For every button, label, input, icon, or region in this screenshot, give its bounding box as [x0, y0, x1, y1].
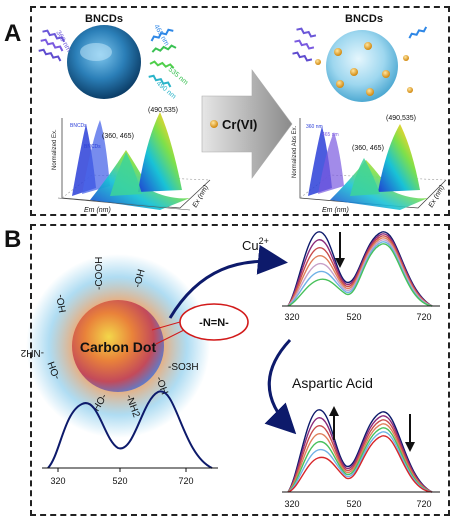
right-axis-y: Normalized Abs Ex.	[292, 125, 298, 178]
left-wavelength-3: 535 nm	[167, 66, 190, 86]
right-legend-2: 465 nm	[322, 132, 339, 138]
top-tick-1: 320	[284, 312, 299, 322]
panel-b-frame	[30, 224, 450, 516]
right-excitation-waves	[292, 26, 428, 62]
linker-pointer-1	[151, 321, 181, 331]
group-cooh: -COOH	[94, 257, 105, 290]
left-3d-plot	[57, 112, 211, 211]
right-bncd-title: BNCDs	[345, 13, 383, 25]
aspartic-label: Aspartic Acid	[292, 375, 373, 391]
right-bncd-sphere	[315, 30, 413, 102]
left-bncd-sphere	[67, 25, 141, 99]
panel-a-frame	[30, 6, 450, 216]
panel-a-letter: A	[4, 20, 22, 47]
main-spectrum	[42, 390, 218, 472]
left-legend-1: BNCDs	[70, 123, 87, 129]
right-peak-label-2: (360, 465)	[352, 145, 384, 152]
arrow-label: Cr(VI)	[222, 117, 257, 132]
left-axis-z: Ex (nm)	[192, 184, 210, 209]
left-excitation-waves	[38, 28, 177, 88]
right-peak-label-1: (490,535)	[386, 115, 416, 122]
aspartic-spectrum	[282, 409, 440, 493]
main-tick-3: 720	[178, 476, 193, 486]
group-nh2-left: -NH2	[20, 347, 44, 358]
left-peak-label-1: (490,535)	[148, 107, 178, 114]
linker-label: -N=N-	[199, 317, 229, 329]
cu-label: Cu2+	[242, 236, 269, 253]
top-tick-3: 720	[416, 312, 431, 322]
linker-pointer-2	[155, 329, 185, 345]
bottom-tick-2: 520	[346, 499, 361, 509]
top-tick-2: 520	[346, 312, 361, 322]
group-oh-top: -OH	[132, 268, 147, 289]
reaction-arrow	[201, 69, 293, 179]
left-wavelength-2: 465 nm	[152, 24, 170, 48]
main-tick-2: 520	[112, 476, 127, 486]
aspartic-up-arrow-icon	[329, 406, 339, 440]
left-bncd-title: BNCDs	[85, 13, 123, 25]
cu-spectrum	[282, 231, 440, 307]
left-axis-y: Normalized Ex.	[52, 129, 58, 170]
cr-ion-icon	[210, 120, 218, 128]
left-axis-x: Em (nm)	[84, 207, 111, 214]
right-legend-1: 360 nm	[306, 124, 323, 130]
main-tick-1: 320	[50, 476, 65, 486]
group-so3h: -SO3H	[168, 362, 199, 373]
bottom-tick-1: 320	[284, 499, 299, 509]
panel-b-letter: B	[4, 226, 22, 253]
cu-down-arrow-icon	[335, 232, 345, 268]
left-legend-2: BNCDs	[84, 144, 101, 150]
group-ho-left: HO-	[55, 293, 69, 313]
left-peak-label-2: (360, 465)	[102, 133, 134, 140]
right-axis-x: Em (nm)	[322, 207, 349, 214]
carbon-dot-label: Carbon Dot	[80, 339, 157, 355]
aspartic-arrow	[264, 338, 297, 435]
right-3d-plot	[299, 118, 447, 210]
aspartic-down-arrow-icon	[405, 414, 415, 452]
right-axis-z: Ex (nm)	[428, 184, 446, 209]
left-wavelength-1: 360 nm	[54, 30, 72, 54]
cu-arrow	[168, 244, 288, 319]
bottom-tick-3: 720	[416, 499, 431, 509]
